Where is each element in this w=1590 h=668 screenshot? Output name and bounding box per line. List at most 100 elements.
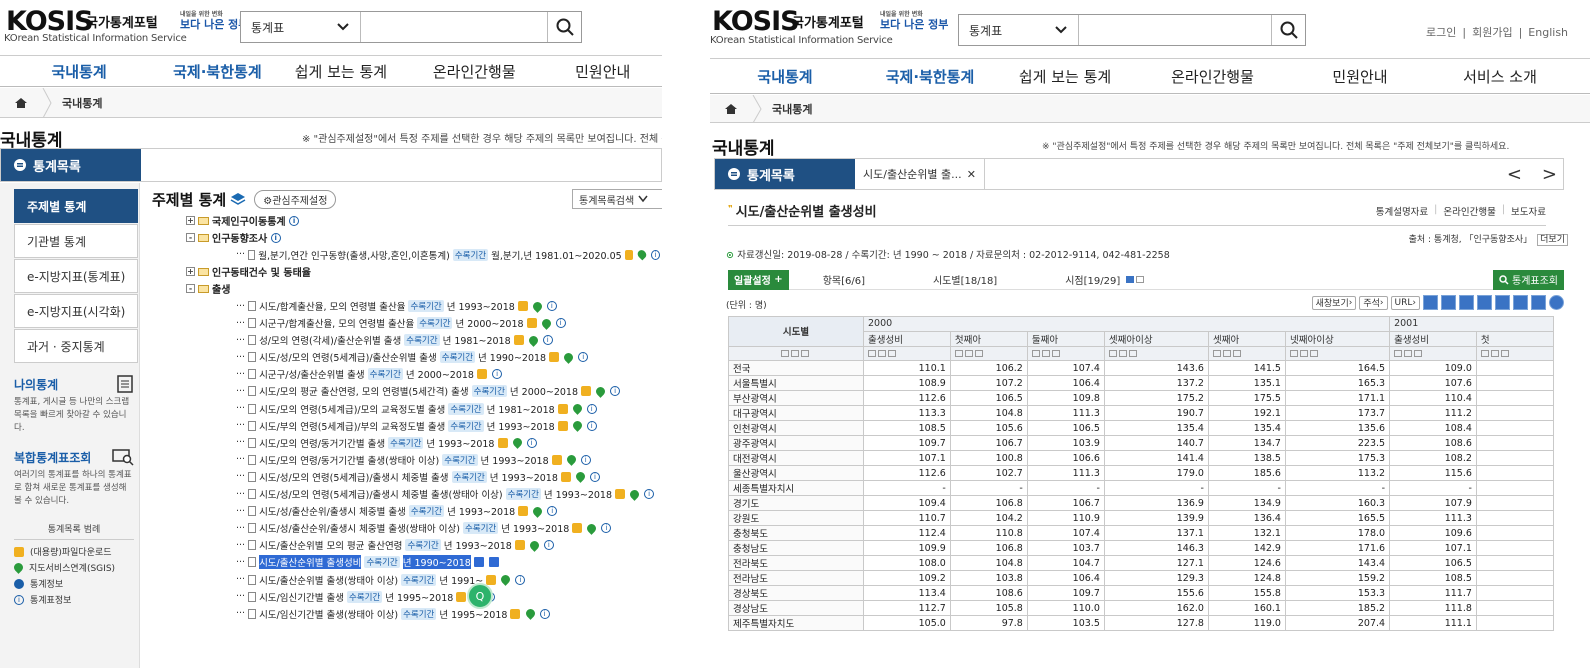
sort-asc-icon[interactable]: [1031, 349, 1040, 357]
source-more-button[interactable]: 더보기: [1537, 234, 1568, 246]
map-pin-icon[interactable]: [574, 470, 587, 484]
download-icon[interactable]: [549, 352, 560, 363]
sort-desc-icon[interactable]: [1222, 349, 1231, 357]
sort-asc-icon[interactable]: [1480, 349, 1489, 357]
tree-item-label[interactable]: 시군구/합계출산율, 모의 연령별 출산율: [259, 319, 415, 331]
expand-toggle-icon[interactable]: +: [186, 216, 195, 226]
bulk-setting-button[interactable]: 일괄설정 +: [728, 269, 789, 290]
sidebar-item-subject[interactable]: 주제별 통계: [14, 189, 138, 223]
expand-toggle-icon[interactable]: +: [186, 267, 195, 277]
map-pin-icon[interactable]: [628, 487, 641, 501]
map-pin-icon[interactable]: [499, 573, 513, 586]
tab-prev-button[interactable]: <: [1506, 163, 1522, 185]
download-icon[interactable]: [510, 608, 521, 619]
sort-asc-icon[interactable]: [1108, 349, 1117, 357]
tree-item[interactable]: ··· 시군구/성/출산순위별 출생 수록기간 년 2000~2018 i: [186, 366, 662, 383]
map-pin-icon[interactable]: [531, 299, 544, 313]
tree-search-select[interactable]: 통계목록검색 검색: [572, 189, 662, 209]
tree-item-label[interactable]: 시도/성/출산순위/출생시 체중별 출생(쌍태아 이상): [259, 524, 460, 536]
info-icon[interactable]: i: [546, 301, 557, 312]
map-pin-icon[interactable]: [570, 402, 584, 415]
sort-asc-icon[interactable]: [1212, 349, 1221, 357]
column-filter-icon[interactable]: [1414, 349, 1423, 357]
tree-item[interactable]: ··· 시도/성/모의 연령(5세계급)/출산순위별 출생 수록기간 년 1990~2…: [186, 349, 662, 366]
tree-folder[interactable]: + 국제인구이동통계 i: [186, 212, 662, 229]
info-icon[interactable]: i: [610, 386, 621, 397]
tree-item-label[interactable]: 시도/모의 연령/동거기간별 출생(쌍태아 이상): [259, 455, 440, 467]
column-filter-icon[interactable]: [1232, 349, 1241, 357]
info-icon[interactable]: i: [515, 574, 526, 585]
tree-item[interactable]: ··· 성/모의 연령(각세)/출산순위별 출생 수록기간 년 1981~2018 i: [186, 332, 662, 349]
tree-item-label[interactable]: 시도/모의 평균 출산연령, 모의 연령별(5세간격) 출생: [259, 387, 469, 399]
breadcrumb-item[interactable]: 국내통계: [772, 102, 813, 116]
kosis-logo[interactable]: KOSIS: [6, 6, 94, 37]
download-icon[interactable]: [551, 454, 562, 465]
tab-stat-list[interactable]: 통계목록: [1, 149, 141, 181]
tree-item[interactable]: ··· 시도/합계출산율, 모의 연령별 출산율 수록기간 년 1993~2018 i: [186, 297, 662, 314]
download-icon[interactable]: [1513, 295, 1528, 310]
map-pin-icon[interactable]: [585, 521, 599, 535]
tree-item-label[interactable]: 시도/임신기간별 출생(쌍태아 이상): [259, 609, 399, 621]
tree-item-label[interactable]: 인구동태건수 및 동태율: [212, 268, 311, 280]
print-icon[interactable]: [1531, 295, 1546, 310]
settings-icon[interactable]: [1441, 295, 1456, 310]
nav-civil[interactable]: 민원안내: [575, 62, 631, 81]
new-window-button[interactable]: 새창보기 ›: [1311, 295, 1357, 310]
search-button[interactable]: [547, 12, 581, 42]
my-stats-section[interactable]: 나의통계 통계표, 게시글 등 나만의 스크랩 목록을 빠르게 찾아갈 수 있습…: [14, 375, 134, 434]
tree-item-label[interactable]: 시도/모의 연령/동거기간별 출생: [259, 438, 386, 450]
map-pin-icon[interactable]: [539, 316, 553, 330]
tree-item-label[interactable]: 시도/임신기간별 출생: [259, 592, 344, 604]
signup-link[interactable]: 회원가입: [1472, 26, 1513, 39]
info-icon[interactable]: i: [539, 608, 550, 619]
tree-item-label[interactable]: 시도/성/모의 연령(5세계급)/출생시 체중별 출생(쌍태아 이상): [259, 490, 503, 502]
tree-item-label[interactable]: 시도/출산순위별 출생성비: [259, 555, 362, 570]
info-icon[interactable]: i: [580, 454, 591, 465]
bar-chart-icon[interactable]: [1477, 295, 1492, 310]
tree-item[interactable]: ··· 시도/임신기간별 출생(쌍태아 이상) 수록기간 년 1995~2018 i: [186, 605, 662, 622]
info-icon[interactable]: i: [543, 540, 554, 551]
sort-desc-icon[interactable]: [1404, 349, 1413, 357]
tree-item[interactable]: ··· 시도/모의 연령/동거기간별 출생(쌍태아 이상) 수록기간 년 1993~2…: [186, 451, 662, 468]
sort-asc-icon[interactable]: [1289, 349, 1298, 357]
nav-easy-stats[interactable]: 쉽게 보는 통계: [1018, 67, 1112, 86]
nav-about[interactable]: 서비스 소개: [1463, 67, 1537, 86]
download-icon[interactable]: [624, 249, 634, 260]
selection-icon[interactable]: [473, 557, 484, 568]
home-button[interactable]: [710, 94, 752, 124]
info-icon[interactable]: i: [601, 523, 612, 534]
map-pin-icon[interactable]: [527, 538, 541, 552]
sort-desc-icon[interactable]: [1118, 349, 1127, 357]
breadcrumb-item[interactable]: 국내통계: [62, 96, 103, 110]
online-pub-link[interactable]: 온라인간행물: [1443, 206, 1496, 218]
download-icon[interactable]: [615, 489, 626, 500]
download-icon[interactable]: [518, 506, 529, 517]
notes-button[interactable]: 주석 ›: [1359, 295, 1388, 310]
search-input[interactable]: [361, 12, 547, 42]
download-icon[interactable]: [513, 335, 524, 346]
info-icon[interactable]: i: [589, 471, 600, 482]
column-filter-icon[interactable]: [801, 349, 809, 357]
sort-asc-icon[interactable]: [781, 349, 789, 357]
sort-asc-icon[interactable]: [954, 349, 963, 357]
sort-desc-icon[interactable]: [878, 349, 886, 357]
nav-online-pubs[interactable]: 온라인간행물: [1171, 67, 1254, 86]
kosis-logo[interactable]: KOSIS: [712, 6, 800, 37]
info-icon[interactable]: i: [651, 249, 661, 260]
tree-item[interactable]: ··· 시도/모의 연령/동거기간별 출생 수록기간 년 1993~2018 i: [186, 434, 662, 451]
download-icon[interactable]: [486, 574, 497, 585]
download-icon[interactable]: [514, 540, 525, 551]
column-filter-icon[interactable]: [888, 349, 896, 357]
nav-domestic[interactable]: 국내통계: [51, 62, 107, 81]
nav-domestic[interactable]: 국내통계: [757, 67, 813, 86]
info-icon[interactable]: i: [492, 369, 503, 380]
regions-selector[interactable]: 시도별[18/18]: [932, 276, 998, 287]
tree-item[interactable]: ··· 시도/성/출산순위/출생시 체중별 출생(쌍태아 이상) 수록기간 년 199…: [186, 520, 662, 537]
tree-item[interactable]: ··· 월,분기,연간 인구동향(출생,사망,혼인,이혼통계) 수록기간 월,분기,년…: [186, 246, 662, 263]
column-header[interactable]: 첫: [1475, 330, 1555, 347]
expand-toggle-icon[interactable]: -: [186, 284, 195, 294]
tree-folder[interactable]: - 인구동향조사 i: [186, 229, 662, 246]
column-header[interactable]: 출생성비: [863, 330, 951, 347]
info-icon[interactable]: i: [289, 215, 300, 226]
info-icon[interactable]: i: [270, 232, 281, 243]
